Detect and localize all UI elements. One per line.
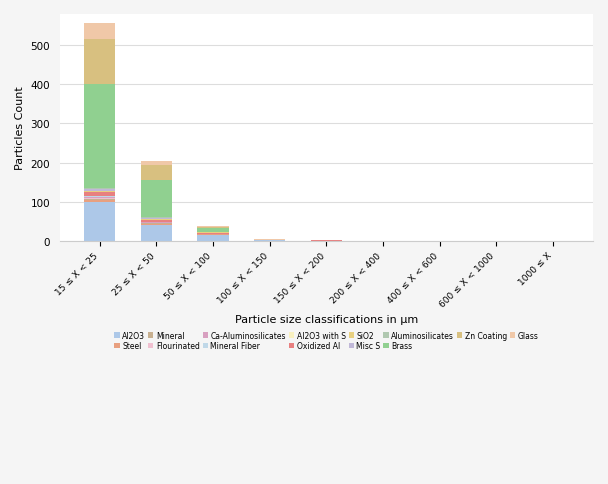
Bar (198, 233, 229, 234)
Bar (84, 191, 116, 193)
Bar (84, 193, 116, 197)
Bar (141, 226, 172, 241)
Bar (84, 197, 116, 198)
Y-axis label: Particles Count: Particles Count (15, 86, 25, 170)
Bar (141, 221, 172, 222)
Bar (198, 228, 229, 232)
Bar (254, 240, 285, 241)
Bar (84, 189, 116, 191)
Bar (84, 200, 116, 202)
Bar (141, 219, 172, 220)
Bar (84, 85, 116, 188)
Bar (84, 202, 116, 241)
Bar (84, 198, 116, 199)
Bar (141, 166, 172, 181)
Bar (84, 188, 116, 189)
Bar (198, 235, 229, 241)
Legend: Al2O3, Steel, Mineral, Flourinated, Ca-Aluminosilicates, Mineral Fiber, Al2O3 wi: Al2O3, Steel, Mineral, Flourinated, Ca-A… (114, 331, 539, 350)
Bar (198, 227, 229, 228)
Bar (84, 40, 116, 85)
X-axis label: Particle size classifications in µm: Particle size classifications in µm (235, 314, 418, 324)
Bar (141, 181, 172, 218)
Bar (141, 220, 172, 221)
Bar (141, 161, 172, 166)
Bar (141, 218, 172, 219)
Bar (84, 199, 116, 200)
Bar (84, 24, 116, 40)
Bar (141, 223, 172, 224)
Bar (141, 225, 172, 226)
Bar (254, 239, 285, 240)
